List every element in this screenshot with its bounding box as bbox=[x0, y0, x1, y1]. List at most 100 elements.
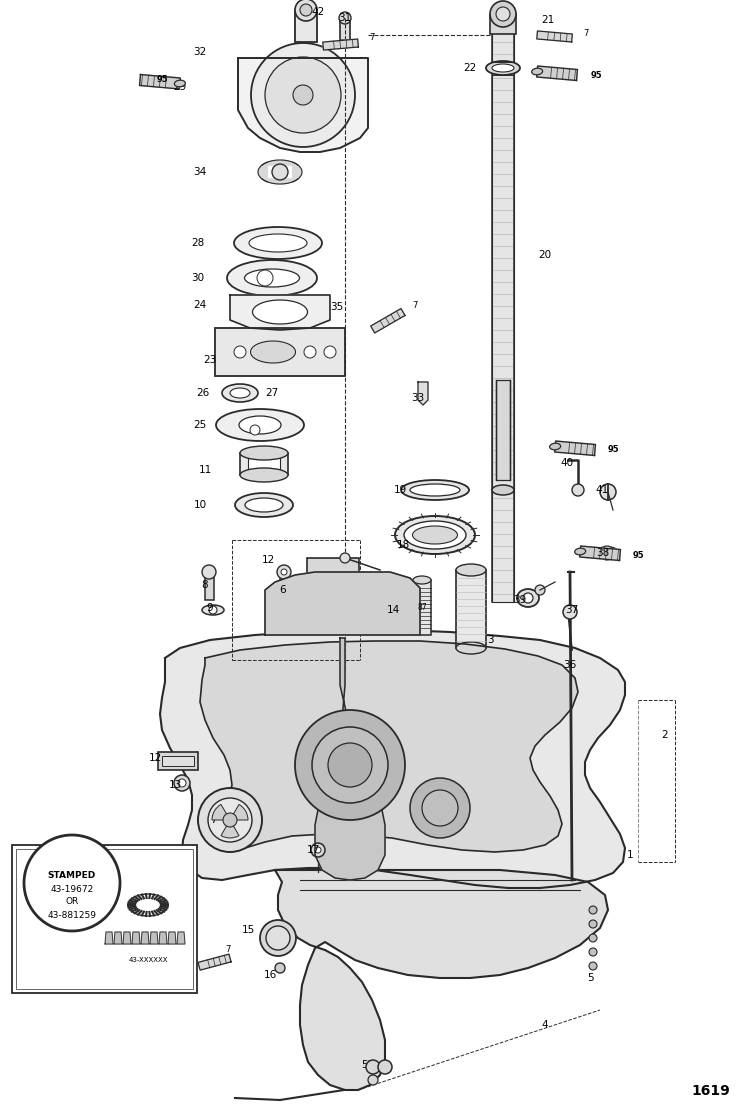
Circle shape bbox=[339, 12, 351, 24]
Bar bbox=[162, 756, 194, 766]
Ellipse shape bbox=[395, 516, 475, 554]
Ellipse shape bbox=[216, 408, 304, 441]
Polygon shape bbox=[370, 308, 405, 333]
Circle shape bbox=[589, 906, 597, 914]
Ellipse shape bbox=[401, 480, 469, 500]
Circle shape bbox=[589, 962, 597, 971]
Circle shape bbox=[422, 790, 458, 826]
Ellipse shape bbox=[550, 443, 561, 450]
Text: 31: 31 bbox=[338, 13, 352, 23]
Ellipse shape bbox=[410, 484, 460, 496]
Circle shape bbox=[368, 1075, 378, 1085]
Text: 28: 28 bbox=[191, 238, 205, 248]
Circle shape bbox=[523, 593, 533, 603]
Circle shape bbox=[589, 948, 597, 956]
Text: 26: 26 bbox=[196, 388, 209, 398]
Text: 5: 5 bbox=[586, 973, 593, 983]
Text: 95: 95 bbox=[632, 551, 644, 560]
Circle shape bbox=[234, 346, 246, 358]
Polygon shape bbox=[315, 638, 385, 880]
Text: 40: 40 bbox=[560, 459, 574, 467]
Bar bbox=[456, 570, 486, 648]
Polygon shape bbox=[168, 932, 176, 944]
Circle shape bbox=[257, 270, 273, 286]
Text: 13: 13 bbox=[168, 780, 182, 790]
Circle shape bbox=[496, 7, 510, 21]
Polygon shape bbox=[141, 932, 149, 944]
Circle shape bbox=[250, 425, 260, 435]
Circle shape bbox=[300, 4, 312, 16]
Polygon shape bbox=[200, 641, 578, 851]
Ellipse shape bbox=[456, 642, 486, 654]
Text: OR: OR bbox=[65, 897, 79, 906]
Bar bbox=[307, 558, 359, 578]
Circle shape bbox=[209, 605, 217, 614]
Circle shape bbox=[208, 798, 252, 843]
Circle shape bbox=[304, 346, 316, 358]
Text: 87: 87 bbox=[417, 603, 427, 612]
Ellipse shape bbox=[240, 446, 288, 460]
Polygon shape bbox=[114, 932, 122, 944]
Text: 95: 95 bbox=[608, 445, 619, 454]
Text: 4: 4 bbox=[542, 1020, 548, 1030]
Text: 7: 7 bbox=[413, 301, 418, 309]
Bar bbox=[158, 752, 198, 770]
Bar bbox=[12, 845, 197, 993]
Text: 19: 19 bbox=[393, 485, 406, 495]
Wedge shape bbox=[212, 805, 230, 820]
Circle shape bbox=[535, 585, 545, 595]
Bar bbox=[492, 22, 514, 602]
Polygon shape bbox=[150, 932, 158, 944]
Text: 27: 27 bbox=[266, 388, 279, 398]
Text: STAMPED: STAMPED bbox=[48, 871, 96, 880]
Polygon shape bbox=[262, 179, 298, 184]
Circle shape bbox=[251, 43, 355, 147]
Text: 16: 16 bbox=[263, 971, 277, 981]
Bar bbox=[280, 572, 289, 602]
Circle shape bbox=[490, 1, 516, 27]
Circle shape bbox=[272, 164, 288, 180]
Text: 18: 18 bbox=[396, 540, 410, 550]
Bar bbox=[240, 453, 288, 475]
Ellipse shape bbox=[222, 384, 258, 402]
Circle shape bbox=[260, 920, 296, 956]
Text: 38: 38 bbox=[596, 548, 610, 558]
Ellipse shape bbox=[574, 549, 586, 555]
Text: 7: 7 bbox=[225, 946, 231, 955]
Text: 42: 42 bbox=[311, 7, 325, 17]
Polygon shape bbox=[262, 160, 298, 165]
Circle shape bbox=[295, 0, 317, 21]
Circle shape bbox=[589, 934, 597, 942]
Text: 32: 32 bbox=[194, 47, 206, 57]
Bar bbox=[215, 328, 345, 376]
Circle shape bbox=[256, 346, 268, 358]
Text: 43-XXXXXX: 43-XXXXXX bbox=[128, 957, 168, 963]
Text: 33: 33 bbox=[411, 393, 424, 403]
Text: 12: 12 bbox=[148, 754, 162, 764]
Circle shape bbox=[198, 788, 262, 851]
Text: 29: 29 bbox=[173, 82, 187, 92]
Bar bbox=[340, 18, 350, 40]
Circle shape bbox=[589, 920, 597, 928]
Ellipse shape bbox=[413, 577, 431, 584]
Ellipse shape bbox=[174, 80, 185, 87]
Text: 15: 15 bbox=[242, 925, 254, 935]
Polygon shape bbox=[275, 870, 608, 1090]
Text: 10: 10 bbox=[194, 500, 206, 510]
Polygon shape bbox=[198, 954, 231, 971]
Text: 3: 3 bbox=[487, 636, 494, 646]
Circle shape bbox=[312, 727, 388, 802]
Circle shape bbox=[223, 812, 237, 827]
Ellipse shape bbox=[532, 68, 543, 75]
Text: 12: 12 bbox=[261, 555, 274, 565]
Circle shape bbox=[24, 835, 120, 930]
Bar bbox=[16, 849, 193, 989]
Ellipse shape bbox=[240, 467, 288, 482]
Polygon shape bbox=[160, 630, 625, 888]
Ellipse shape bbox=[249, 234, 307, 252]
Polygon shape bbox=[580, 546, 620, 561]
Circle shape bbox=[563, 605, 577, 619]
Circle shape bbox=[572, 484, 584, 496]
Bar bbox=[295, 10, 317, 42]
Text: 5b: 5b bbox=[362, 1060, 375, 1070]
